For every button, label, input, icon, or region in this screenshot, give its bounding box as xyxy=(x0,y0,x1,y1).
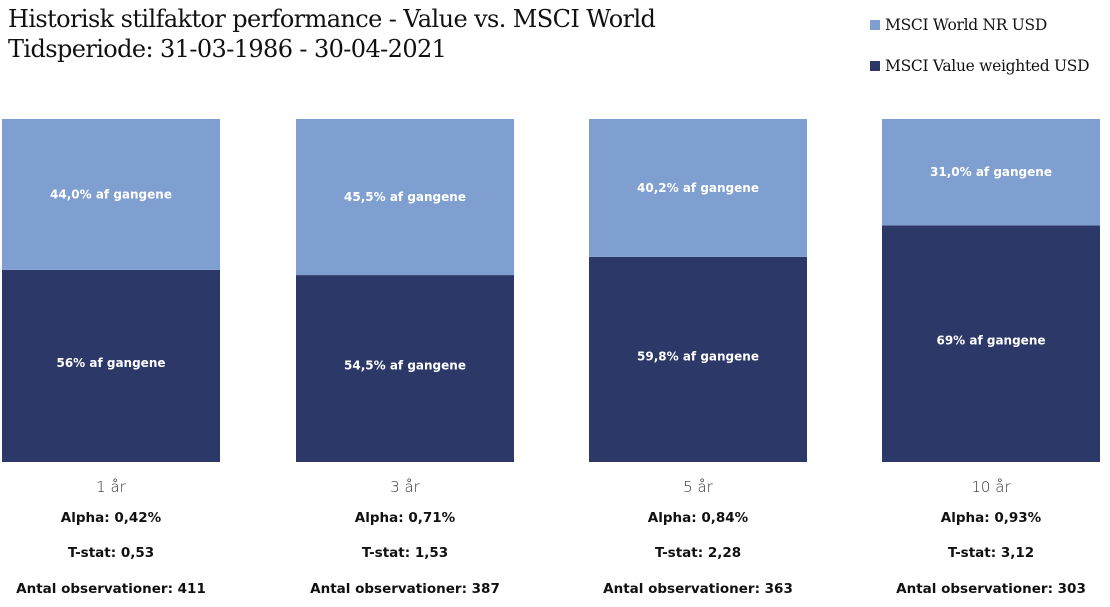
data-label-msci-world: 45,5% af gangene xyxy=(344,190,466,204)
legend: MSCI World NR USD MSCI Value weighted US… xyxy=(870,15,1090,97)
bar-segment-msci-value xyxy=(882,225,1100,462)
legend-item-msci-world: MSCI World NR USD xyxy=(870,15,1089,35)
chart-subtitle: Tidsperiode: 31-03-1986 - 30-04-2021 xyxy=(8,35,447,63)
chart-title-block: Historisk stilfaktor performance - Value… xyxy=(8,4,656,64)
data-label-msci-value: 56% af gangene xyxy=(56,356,165,370)
category-tick-label: 5 år xyxy=(683,478,713,496)
bar-segment-msci-value xyxy=(2,269,220,462)
stat-tstat: T-stat: 1,53 xyxy=(361,545,449,561)
chart-title: Historisk stilfaktor performance - Value… xyxy=(8,5,656,33)
bar-segment-msci-world xyxy=(589,119,807,257)
category-tick-label: 3 år xyxy=(390,478,420,496)
bar-segment-msci-world xyxy=(2,119,220,270)
stat-alpha: Alpha: 0,84% xyxy=(647,510,749,526)
data-label-msci-value: 69% af gangene xyxy=(936,334,1045,348)
bar-segment-msci-value xyxy=(589,256,807,462)
stat-observations: Antal observationer: 411 xyxy=(16,581,206,597)
stat-alpha: Alpha: 0,93% xyxy=(940,510,1042,526)
stat-tstat: T-stat: 2,28 xyxy=(654,545,742,561)
data-label-msci-world: 44,0% af gangene xyxy=(50,187,172,201)
category-tick-label: 1 år xyxy=(96,478,126,496)
data-label-msci-world: 31,0% af gangene xyxy=(930,165,1052,179)
stat-observations: Antal observationer: 387 xyxy=(310,581,500,597)
bar-segment-msci-value xyxy=(296,275,514,462)
stat-observations: Antal observationer: 303 xyxy=(896,581,1086,597)
stat-observations: Antal observationer: 363 xyxy=(603,581,793,597)
category-tick-label: 10 år xyxy=(971,478,1011,496)
stat-alpha: Alpha: 0,71% xyxy=(354,510,456,526)
stat-tstat: T-stat: 0,53 xyxy=(67,545,155,561)
legend-item-msci-value: MSCI Value weighted USD xyxy=(870,56,1090,76)
bar-segment-msci-world xyxy=(296,119,514,276)
legend-swatch-msci-world xyxy=(870,20,880,30)
data-label-msci-value: 54,5% af gangene xyxy=(344,359,466,373)
data-label-msci-value: 59,8% af gangene xyxy=(637,349,759,363)
legend-label-msci-value: MSCI Value weighted USD xyxy=(885,57,1090,75)
stat-alpha: Alpha: 0,42% xyxy=(60,510,162,526)
data-label-msci-world: 40,2% af gangene xyxy=(637,181,759,195)
bar-segment-msci-world xyxy=(882,119,1100,226)
legend-label-msci-world: MSCI World NR USD xyxy=(885,16,1047,34)
stat-tstat: T-stat: 3,12 xyxy=(947,545,1035,561)
legend-swatch-msci-value xyxy=(870,61,880,71)
